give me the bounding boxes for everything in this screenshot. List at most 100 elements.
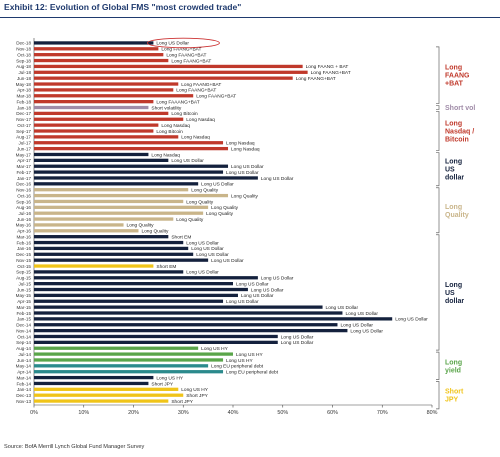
bar-nov-14 <box>34 328 348 333</box>
date-tick-label: Feb-15 <box>16 311 31 316</box>
date-tick-label: Apr-18 <box>17 88 31 93</box>
x-tick-label: 50% <box>277 410 288 416</box>
date-tick-label: Aug-15 <box>16 276 31 281</box>
group-label: Nasdaq / <box>445 129 474 136</box>
bar-mar-15 <box>34 305 323 309</box>
source-note: Source: BofA Merrill Lynch Global Fund M… <box>4 444 145 450</box>
chart-header: Exhibit 12: Evolution of Global FMS "mos… <box>0 0 500 18</box>
bar-aug-17 <box>34 135 179 139</box>
bar-nov-16 <box>34 188 189 192</box>
date-tick-label: Apr-17 <box>17 158 31 163</box>
date-tick-label: Apr-16 <box>17 229 31 234</box>
bar-data-label: Long FAANG+BAT <box>196 94 236 100</box>
bar-data-label: Short JPY <box>151 381 173 387</box>
date-tick-label: Feb-16 <box>16 240 31 245</box>
bar-sep-16 <box>34 199 184 204</box>
bar-feb-14 <box>34 381 149 386</box>
group-label: JPY <box>445 397 459 404</box>
bar-data-label: Long US Dollar <box>226 170 259 176</box>
date-tick-label: Oct-18 <box>17 52 31 57</box>
group-label: Short <box>445 389 464 396</box>
date-tick-label: May-18 <box>16 82 32 87</box>
bar-jun-16 <box>34 217 174 221</box>
date-tick-label: Sep-17 <box>16 129 31 134</box>
bar-jul-16 <box>34 211 204 215</box>
date-tick-label: Feb-14 <box>16 381 31 386</box>
date-tick-label: May-17 <box>16 152 32 157</box>
bar-aug-14 <box>34 346 199 350</box>
bar-jun-18 <box>34 76 293 80</box>
bar-data-label: Long US Dollar <box>281 334 314 340</box>
date-tick-label: May-15 <box>16 293 32 298</box>
group-label: Long <box>445 121 462 128</box>
date-tick-label: Mar-14 <box>16 375 31 380</box>
bar-data-label: Long Quality <box>186 199 214 205</box>
group-label: Long <box>445 204 462 211</box>
bar-jan-18 <box>34 105 149 110</box>
date-tick-label: Jan-18 <box>17 105 31 110</box>
bar-data-label: Long US HY <box>181 387 208 393</box>
group-label: dollar <box>445 298 464 305</box>
bar-data-label: Long US Dollar <box>201 182 234 188</box>
bar-sep-18 <box>34 58 169 63</box>
bar-data-label: Long US Dollar <box>261 176 294 182</box>
bar-data-label: Long US Dollar <box>395 317 428 323</box>
bar-apr-14 <box>34 370 224 374</box>
x-tick-label: 10% <box>78 410 89 416</box>
date-tick-label: Apr-15 <box>17 299 31 304</box>
bar-feb-18 <box>34 100 154 104</box>
bar-sep-14 <box>34 340 278 344</box>
bar-data-label: Short JPY <box>186 393 208 399</box>
bar-data-label: Long US HY <box>156 375 183 381</box>
date-tick-label: Apr-14 <box>17 370 31 375</box>
bar-nov-18 <box>34 47 159 51</box>
bar-data-label: Long EU peripheral debt <box>211 364 264 370</box>
bar-data-label: Long US Dollar <box>211 258 244 264</box>
bar-dec-13 <box>34 393 184 397</box>
bar-data-label: Long US Dollar <box>281 340 314 346</box>
bar-jan-17 <box>34 176 258 180</box>
date-tick-label: Jun-18 <box>17 76 31 81</box>
date-tick-label: Nov-14 <box>16 328 31 333</box>
bar-data-label: Long US Dollar <box>350 328 383 334</box>
group-bracket <box>436 234 440 351</box>
date-tick-label: Jun-15 <box>17 287 31 292</box>
bar-data-label: Long FAANG+BAT <box>171 58 211 64</box>
bar-data-label: Long FAANG+BAT <box>181 82 221 88</box>
bar-feb-17 <box>34 170 224 174</box>
date-tick-label: Dec-17 <box>16 111 31 116</box>
bar-mar-18 <box>34 94 194 98</box>
bar-data-label: Long FAANG+BAT <box>166 52 206 58</box>
x-tick-label: 0% <box>30 410 38 416</box>
bar-jul-14 <box>34 352 233 356</box>
date-tick-label: Aug-14 <box>16 346 31 351</box>
group-bracket <box>436 46 440 104</box>
group-label: yield <box>445 367 461 374</box>
date-tick-label: Sep-15 <box>16 270 31 275</box>
bar-jan-14 <box>34 387 179 391</box>
date-tick-label: May-16 <box>16 223 32 228</box>
bar-nov-13 <box>34 399 169 403</box>
bar-dec-18 <box>34 41 154 45</box>
bar-data-label: Long US Dollar <box>340 323 373 329</box>
group-label: Quality <box>445 212 469 219</box>
date-tick-label: Aug-16 <box>16 205 31 210</box>
bar-data-label: Long FAANG+BAT <box>176 88 216 94</box>
bar-data-label: Long US HY <box>201 346 228 352</box>
bar-data-label: Long FAANG + BAT <box>306 64 349 70</box>
group-label: Bitcoin <box>445 137 469 144</box>
bar-apr-15 <box>34 299 224 303</box>
date-tick-label: Jan-16 <box>17 246 31 251</box>
header-rule <box>0 17 500 18</box>
bar-aug-16 <box>34 205 209 209</box>
bar-feb-15 <box>34 311 343 315</box>
bar-data-label: Long FAANG+BAT <box>296 76 336 82</box>
bar-data-label: Long US HY <box>236 352 263 358</box>
bar-oct-17 <box>34 123 159 127</box>
bar-data-label: Long Bitcoin <box>156 129 183 135</box>
bar-nov-15 <box>34 258 209 262</box>
date-tick-label: Feb-18 <box>16 99 31 104</box>
date-tick-label: Jul-17 <box>18 141 31 146</box>
bar-data-label: Long US Dollar <box>191 246 224 252</box>
group-label: +BAT <box>445 81 464 88</box>
